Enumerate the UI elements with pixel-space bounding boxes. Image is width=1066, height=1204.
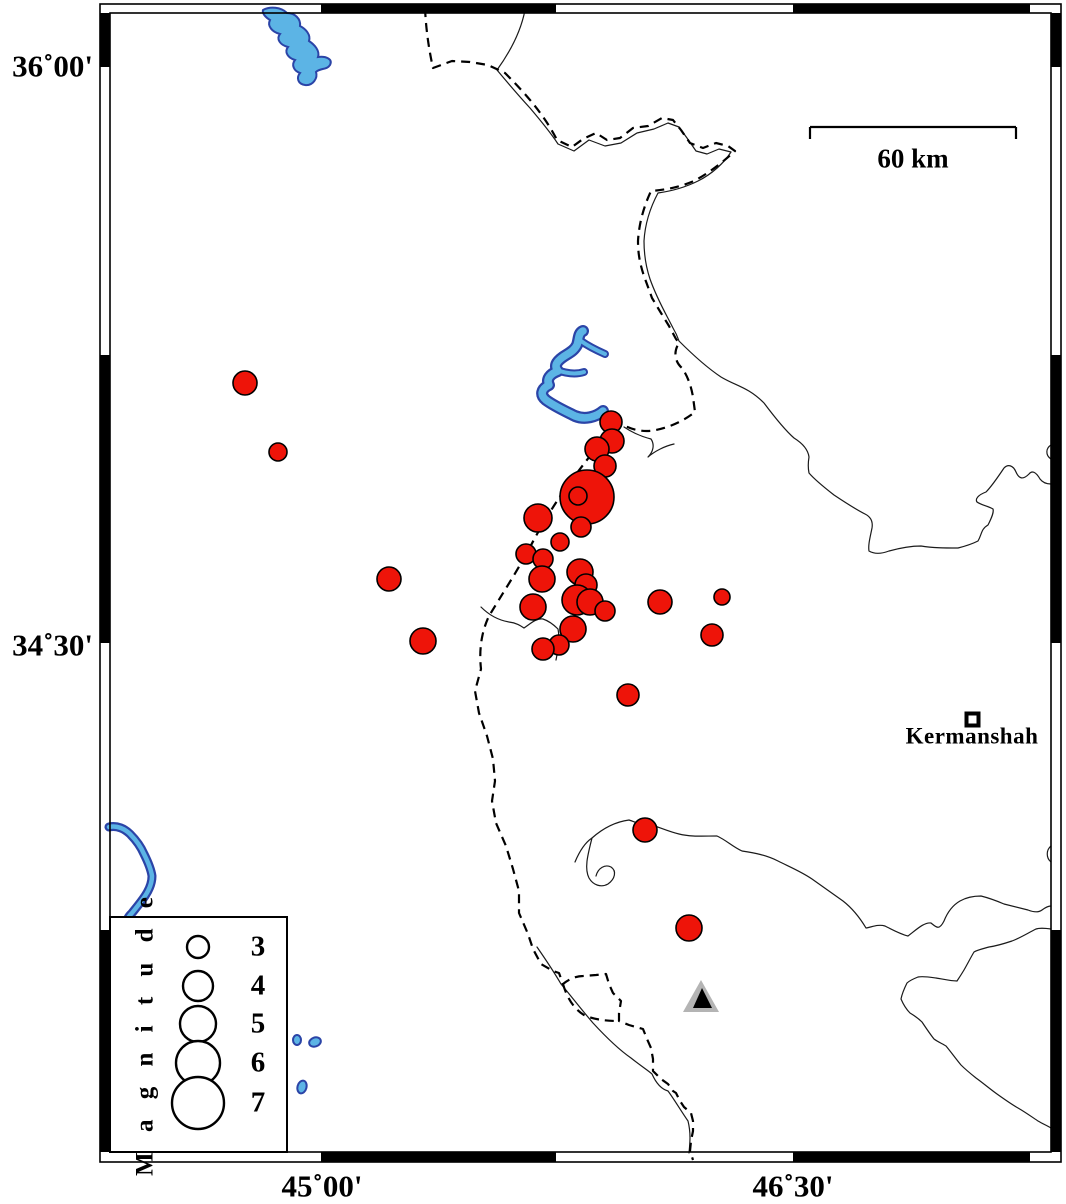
river-loop-tail xyxy=(586,837,616,887)
earthquake-marker xyxy=(647,589,673,615)
legend-magnitude-circles xyxy=(170,934,226,1131)
earthquake-marker xyxy=(268,442,288,462)
river-edge-hook-1 xyxy=(1046,845,1052,863)
river-north xyxy=(496,9,1052,554)
border-dashed-main xyxy=(423,7,737,1161)
earthquake-marker xyxy=(616,683,640,707)
water-bodies xyxy=(104,6,609,1095)
city-square-marker xyxy=(964,711,981,728)
earthquake-marker xyxy=(570,516,592,538)
earthquake-marker xyxy=(568,486,588,506)
earthquake-marker xyxy=(376,566,402,592)
earthquake-marker xyxy=(550,532,570,552)
river-hook-center xyxy=(623,426,675,458)
earthquake-marker xyxy=(559,615,587,643)
scale-bar xyxy=(808,125,1018,139)
legend-value-5: 5 xyxy=(250,1007,266,1040)
lon-label-45-00: 45˚00' xyxy=(281,1168,363,1204)
lat-label-34-30: 34˚30' xyxy=(12,627,93,663)
legend-magnitude-circle-5 xyxy=(178,1004,218,1044)
legend-value-4: 4 xyxy=(250,969,266,1002)
earthquake-marker xyxy=(713,588,731,606)
earthquake-marker xyxy=(700,623,724,647)
earthquake-marker xyxy=(523,503,553,533)
earthquake-marker xyxy=(232,370,258,396)
border-dashed-branch xyxy=(561,983,620,1023)
station-triangle xyxy=(683,980,719,1012)
lake-reservoir xyxy=(536,325,609,424)
earthquake-marker xyxy=(531,637,555,661)
legend-magnitude-circle-3 xyxy=(185,934,211,960)
river-bottom-right xyxy=(900,927,1052,1129)
frame-outer-rect xyxy=(99,3,1062,1163)
legend-magnitude-circle-4 xyxy=(181,969,215,1003)
lake-top-left xyxy=(261,6,332,87)
earthquake-marker xyxy=(632,817,658,843)
legend-value-3: 3 xyxy=(250,930,266,963)
city-label-kermanshah: Kermanshah xyxy=(905,723,1039,749)
lon-label-46-30: 46˚30' xyxy=(752,1168,834,1204)
earthquake-marker xyxy=(528,565,556,593)
river-parallel-border-south xyxy=(536,946,691,1154)
scale-bar-label: 60 km xyxy=(877,143,949,174)
international-border xyxy=(423,7,737,1161)
station-triangle-inner xyxy=(693,988,712,1008)
legend-value-6: 6 xyxy=(250,1046,266,1079)
earthquake-marker xyxy=(409,627,437,655)
earthquake-epicenters xyxy=(232,370,731,942)
lat-label-36-00: 36˚00' xyxy=(12,48,93,84)
frame-inner-rect xyxy=(109,12,1052,1153)
legend-magnitude-circle-7 xyxy=(170,1075,226,1131)
river-edge-hook-2 xyxy=(1046,444,1052,460)
earthquake-marker xyxy=(519,593,547,621)
legend-value-7: 7 xyxy=(250,1086,266,1119)
river-southeast-long xyxy=(574,819,1052,937)
small-ponds xyxy=(292,1034,322,1095)
earthquake-marker xyxy=(594,600,616,622)
map-frame xyxy=(99,3,1062,1163)
river-west-cluster xyxy=(480,606,560,661)
earthquake-marker xyxy=(675,914,703,942)
river-blue-southwest xyxy=(104,822,157,923)
legend-title: M a g n i t u d e xyxy=(131,890,159,1176)
